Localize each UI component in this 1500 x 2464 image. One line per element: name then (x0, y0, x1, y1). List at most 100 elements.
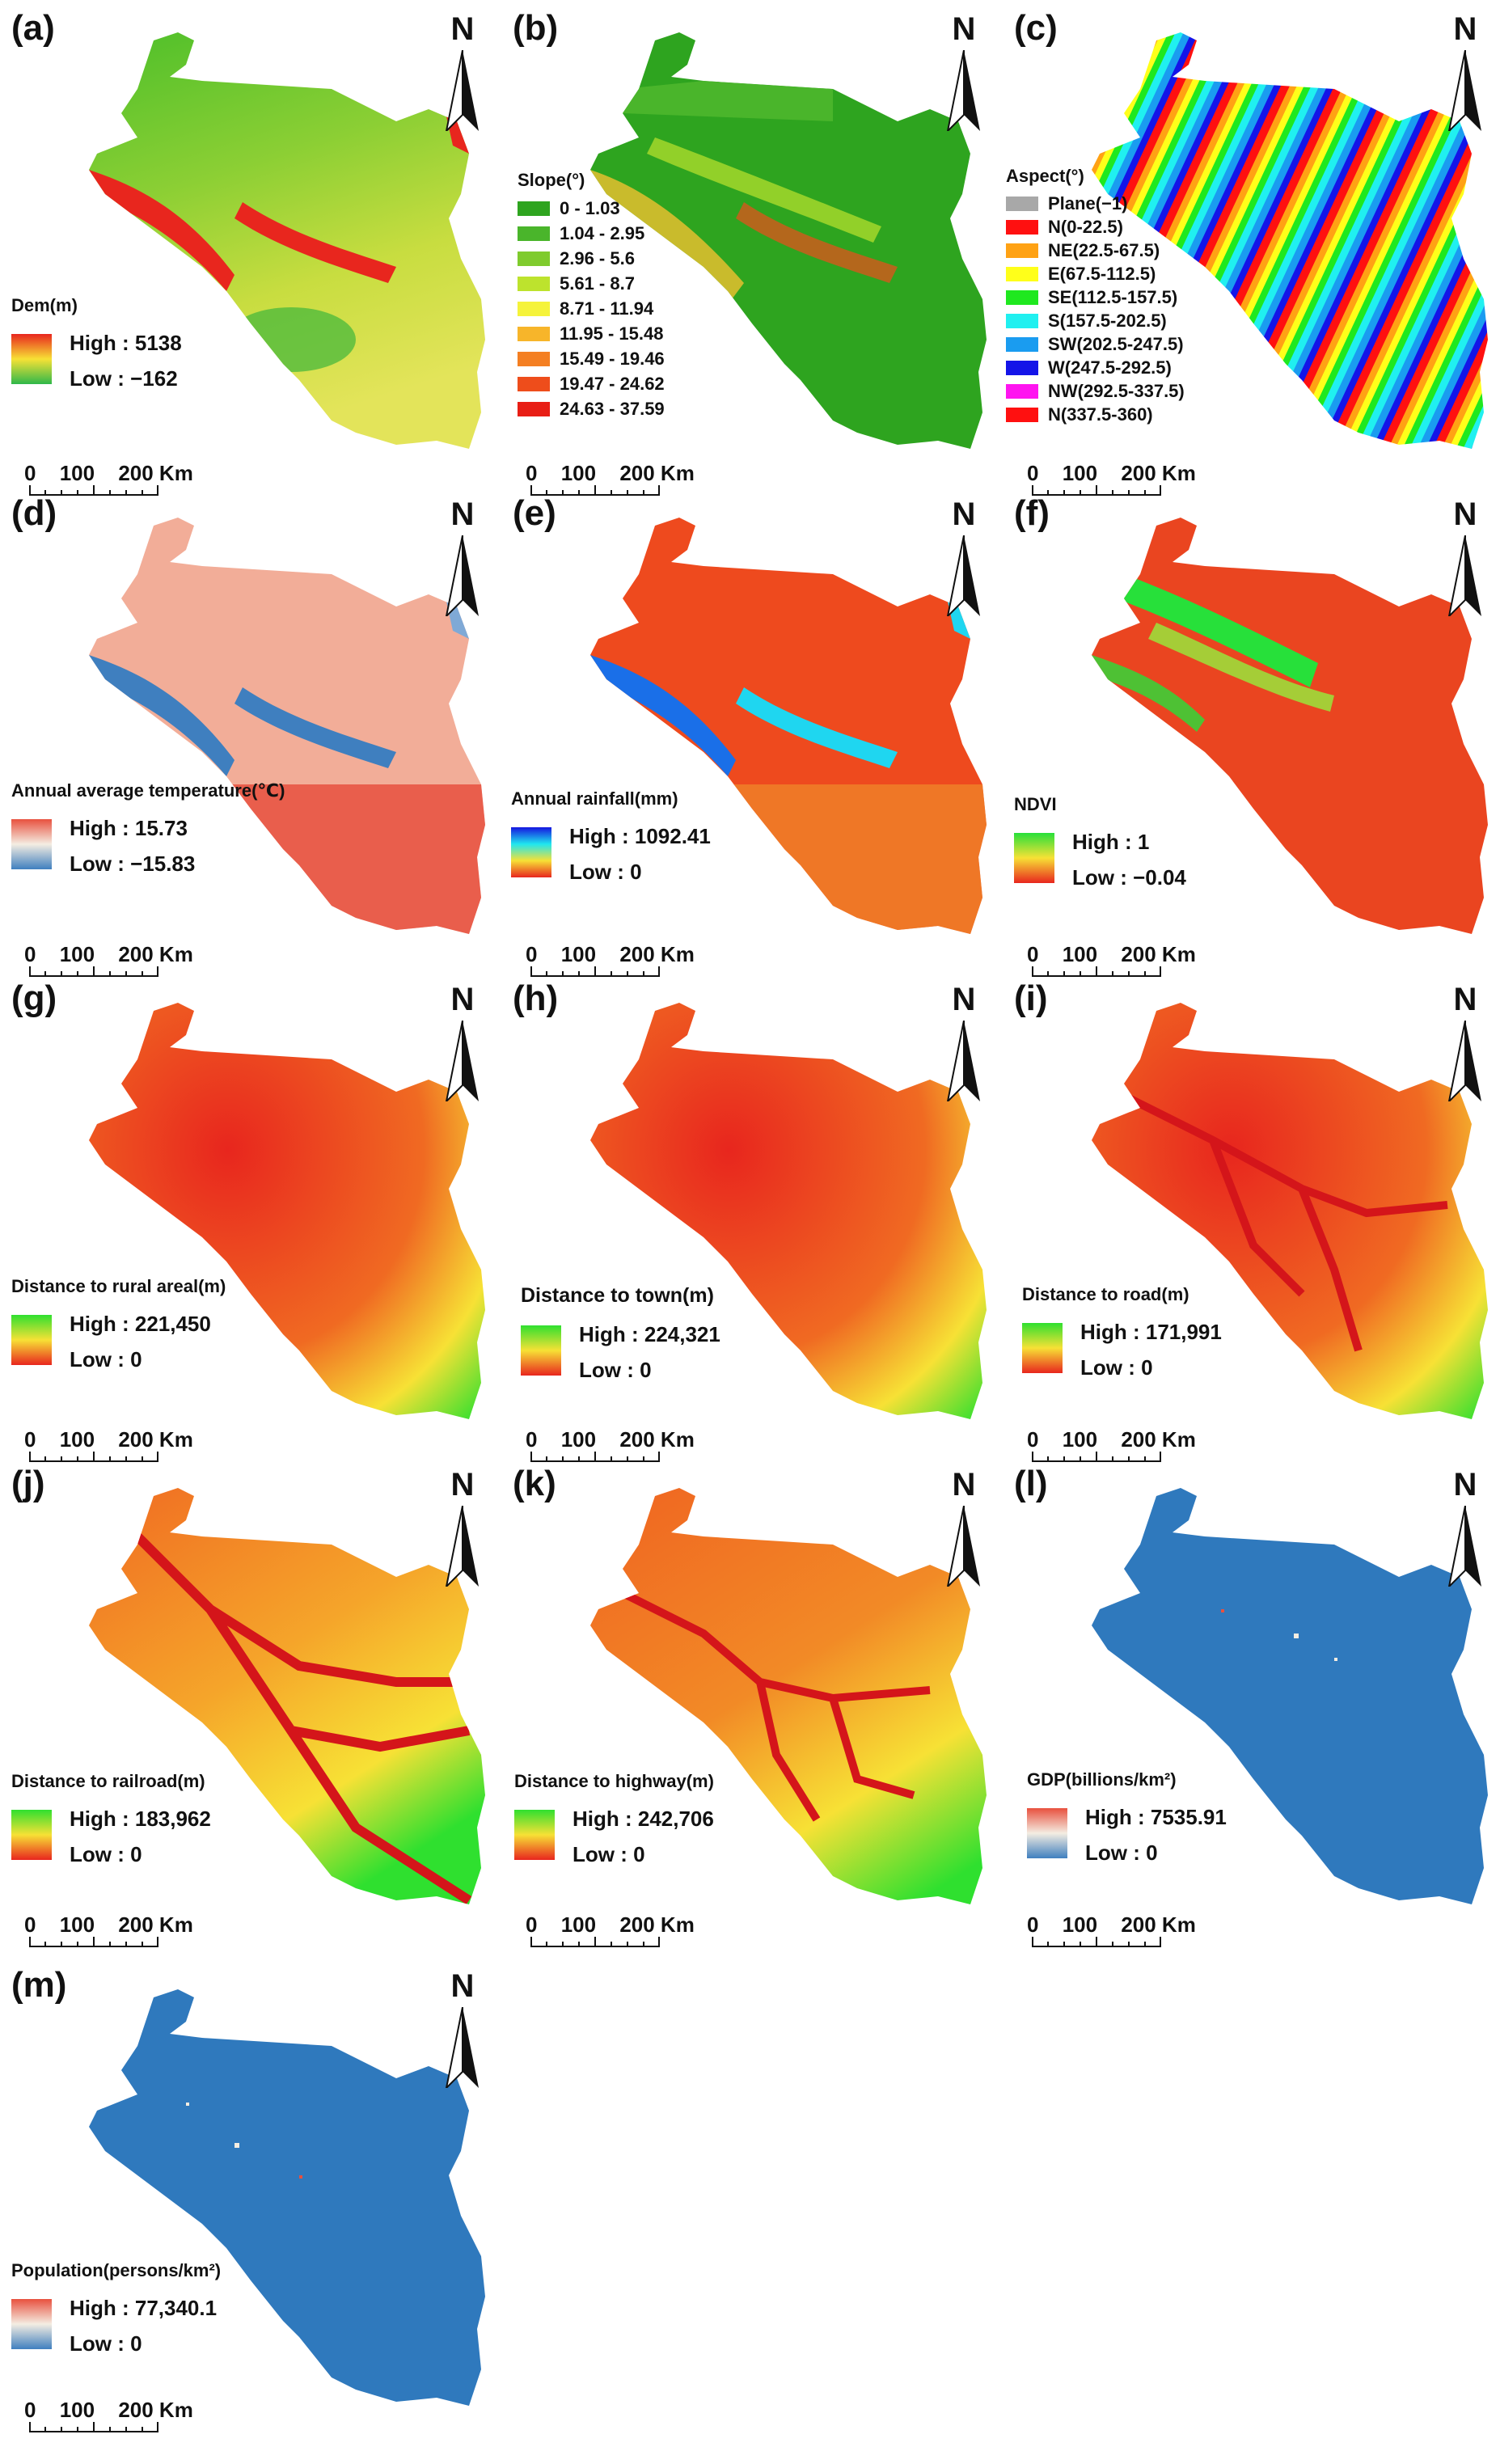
legend-swatch (518, 201, 550, 216)
scale-tick-0: 0 (1027, 1912, 1039, 1937)
panel-label: (a) (11, 8, 55, 48)
legend-class: N(0-22.5) (1048, 216, 1123, 237)
legend-class: 15.49 - 19.46 (560, 348, 665, 369)
legend-title: NDVI (1014, 794, 1057, 814)
legend-swatch (1006, 290, 1038, 305)
panel-label: (l) (1014, 1464, 1048, 1503)
panel-label: (i) (1014, 978, 1048, 1018)
scale-bar-graphic (29, 1452, 158, 1462)
legend-swatch (1006, 243, 1038, 258)
scale-bar: 0 100 200 Km (24, 942, 202, 977)
legend-high: High : 15.73 (70, 816, 188, 840)
scale-bar: 0 100 200 Km (526, 1912, 704, 1947)
panel-label: (e) (513, 493, 556, 533)
color-ramp (11, 334, 52, 384)
scale-tick-100: 100 (560, 1427, 597, 1452)
legend-title: Distance to town(m) (521, 1284, 714, 1307)
scale-tick-0: 0 (526, 461, 538, 485)
north-arrow: N (1441, 982, 1489, 1103)
north-label: N (1453, 497, 1477, 532)
slope-map (590, 32, 987, 453)
legend-title: Distance to railroad(m) (11, 1771, 205, 1791)
population-map (89, 1989, 485, 2410)
legend-class: 19.47 - 24.62 (560, 373, 665, 394)
north-label: N (450, 982, 475, 1017)
legend-class: 5.61 - 8.7 (560, 273, 635, 294)
panel-label: (d) (11, 493, 57, 533)
legend-class: Plane(−1) (1048, 192, 1128, 213)
scale-tick-100: 100 (1062, 1912, 1098, 1937)
legend-swatch (518, 301, 550, 316)
town-distance-map (590, 1003, 987, 1423)
north-arrow: N (1441, 1467, 1489, 1588)
legend-title: Annual rainfall(mm) (511, 788, 678, 809)
railroad-distance-map (89, 1488, 485, 1908)
scale-tick-0: 0 (1027, 1427, 1039, 1452)
scale-tick-100: 100 (59, 1427, 95, 1452)
panel-c: (c) N (1003, 0, 1488, 496)
scale-tick-0: 0 (526, 1912, 538, 1937)
north-arrow-icon (1447, 50, 1481, 131)
gdp-map (1092, 1488, 1488, 1908)
north-arrow-icon (1447, 535, 1481, 616)
north-arrow: N (940, 497, 988, 618)
rural-distance-map (89, 1003, 485, 1423)
north-arrow: N (940, 11, 988, 133)
legend-swatch (518, 401, 550, 416)
color-ramp (511, 827, 551, 877)
scale-bar: 0 100 200 Km (24, 2398, 202, 2432)
north-arrow-icon (445, 50, 479, 131)
legend-low: Low : −162 (70, 366, 178, 391)
color-ramp (11, 819, 52, 869)
scale-tick-200: 200 Km (118, 1427, 193, 1452)
north-arrow-icon (445, 1021, 479, 1101)
legend: Population(persons/km²) High : 77,340.1 … (11, 2260, 351, 2357)
legend-title: Distance to road(m) (1022, 1284, 1189, 1304)
north-arrow: N (438, 11, 487, 133)
legend-swatch (518, 226, 550, 241)
scale-tick-200: 200 Km (118, 942, 193, 966)
legend-low: Low : 0 (1080, 1355, 1153, 1380)
north-label: N (450, 1467, 475, 1502)
scale-tick-100: 100 (59, 461, 95, 485)
legend: Dem(m) High : 5138 Low : −162 (11, 295, 351, 392)
legend: Annual rainfall(mm) High : 1092.41 Low :… (511, 788, 851, 885)
legend-title: Distance to rural areal(m) (11, 1276, 226, 1296)
scale-bar: 0 100 200 Km (24, 461, 202, 496)
north-label: N (952, 982, 976, 1017)
highway-distance-map (590, 1488, 987, 1908)
north-label: N (450, 11, 475, 47)
legend-swatch (1006, 196, 1038, 211)
road-distance-map (1092, 1003, 1488, 1423)
scale-bar-graphic (29, 966, 158, 977)
panel-b: (b) N Slope(°) 0 - 1.03 1.04 - 2.95 2.96… (501, 0, 988, 496)
north-label: N (1453, 11, 1477, 47)
legend-swatch (1006, 219, 1038, 235)
ndvi-map (1092, 518, 1488, 938)
panel-h: (h) N Distance to town(m) High : 224,321… (501, 970, 987, 1462)
panel-i: (i) N Distance to road(m) High : 171,991… (1003, 970, 1489, 1462)
scale-tick-0: 0 (24, 2398, 36, 2422)
panel-label: (c) (1014, 8, 1058, 48)
legend-class: NE(22.5-67.5) (1048, 239, 1160, 260)
scale-tick-100: 100 (560, 461, 597, 485)
panel-label: (g) (11, 978, 57, 1018)
scale-bar-graphic (530, 1937, 660, 1947)
legend-high: High : 171,991 (1080, 1320, 1222, 1344)
scale-bar: 0 100 200 Km (526, 1427, 704, 1462)
legend-swatch (518, 351, 550, 366)
legend-title: Dem(m) (11, 295, 78, 315)
north-arrow: N (940, 1467, 988, 1588)
scale-tick-200: 200 Km (1121, 942, 1196, 966)
scale-tick-200: 200 Km (118, 461, 193, 485)
panel-label: (f) (1014, 493, 1050, 533)
legend-low: Low : −0.04 (1072, 865, 1186, 890)
legend-high: High : 1092.41 (569, 824, 711, 848)
north-label: N (952, 497, 976, 532)
color-ramp (514, 1810, 555, 1860)
north-arrow-icon (946, 50, 980, 131)
north-arrow-icon (1447, 1021, 1481, 1101)
legend-high: High : 7535.91 (1085, 1805, 1227, 1829)
scale-bar: 0 100 200 Km (24, 1912, 202, 1947)
north-arrow: N (438, 1467, 487, 1588)
